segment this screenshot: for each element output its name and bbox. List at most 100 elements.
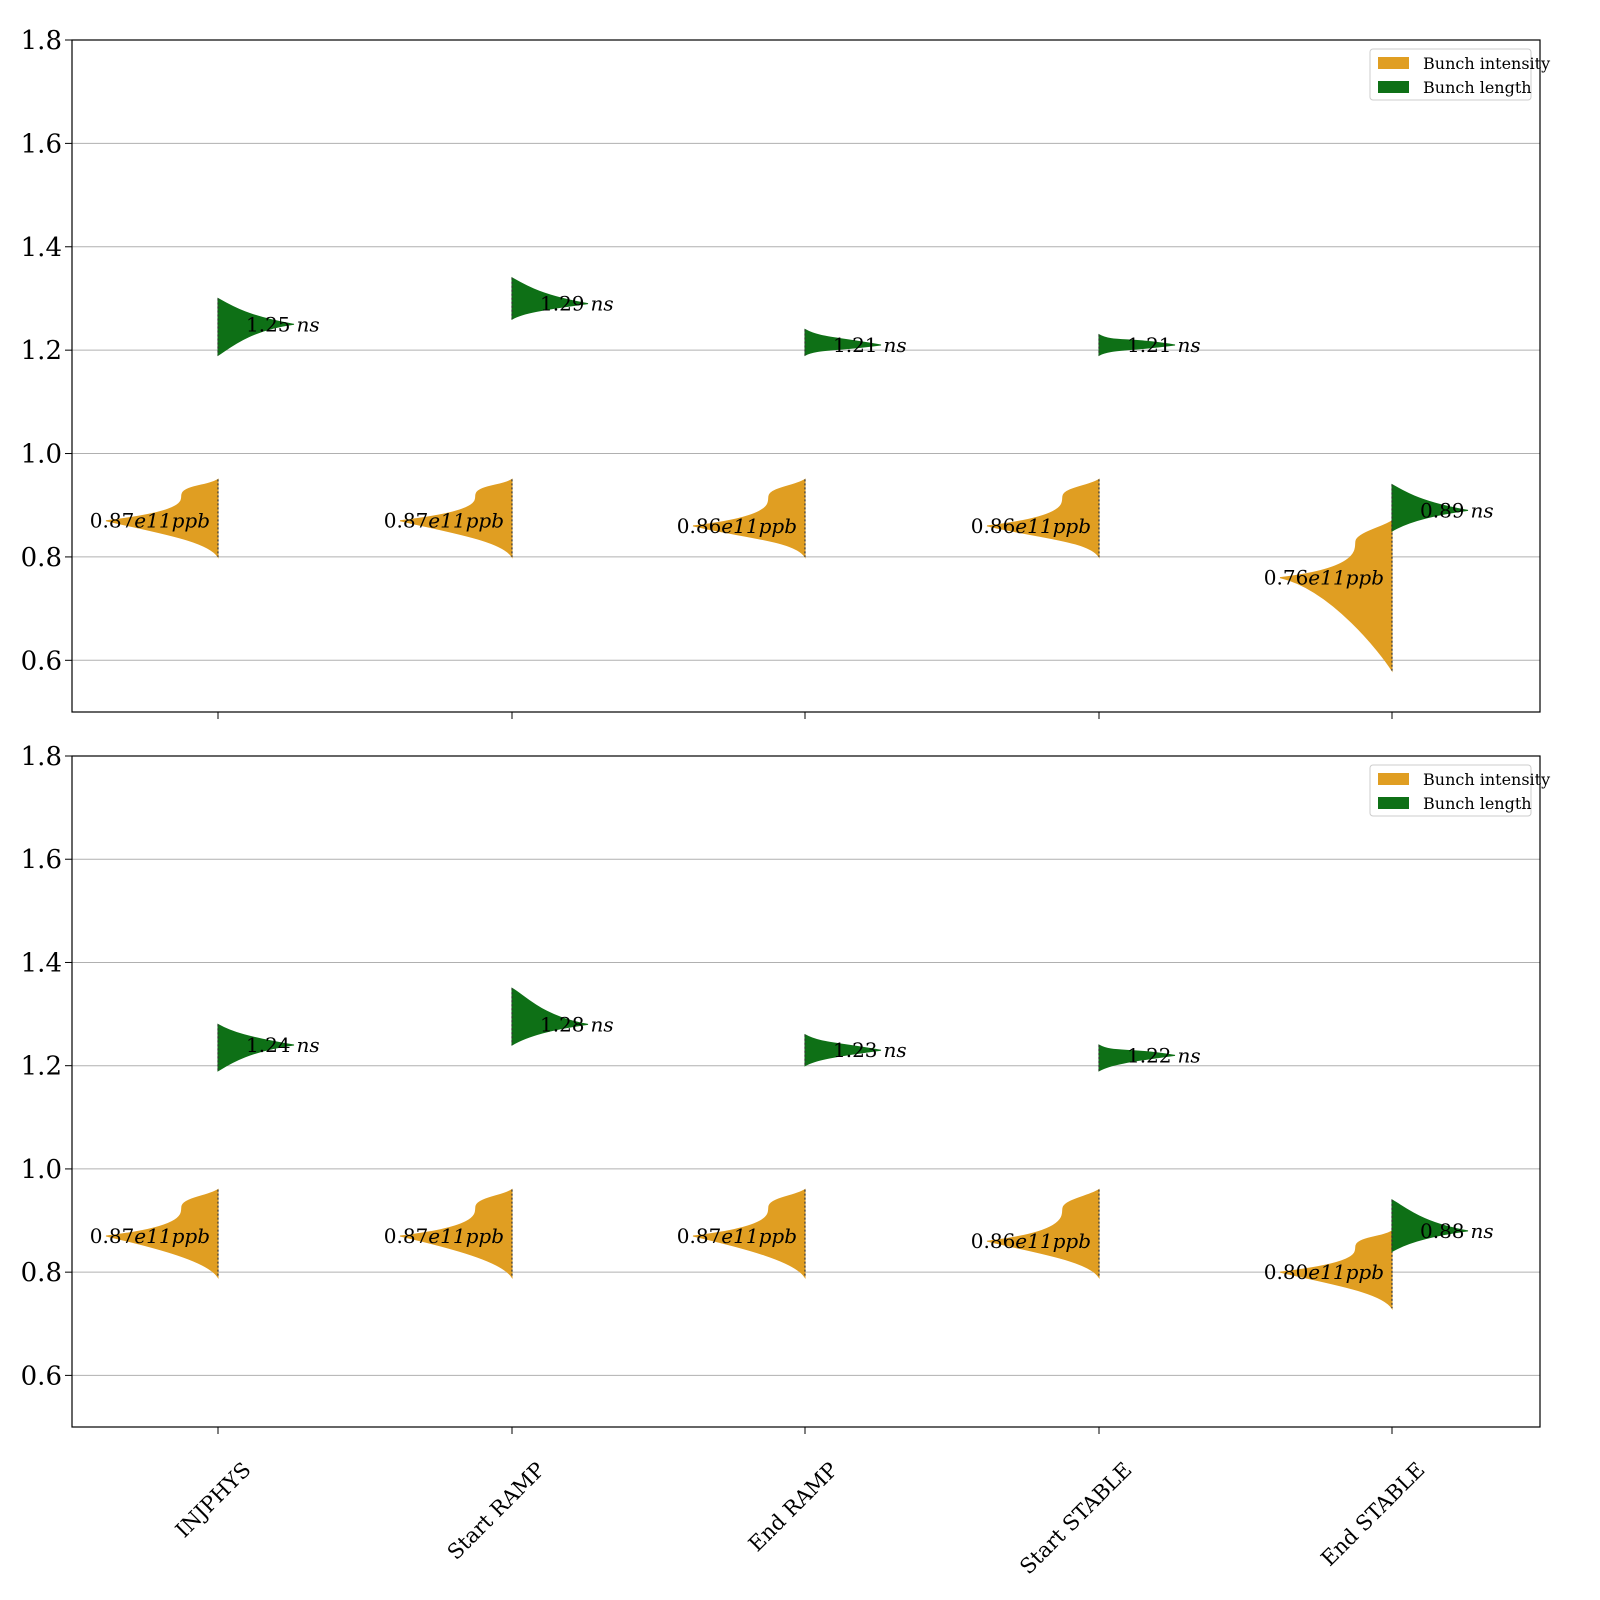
y-tick-label: 0.8 xyxy=(21,543,62,573)
intensity-violin-5 xyxy=(1279,1229,1393,1311)
label-value: 1.21 xyxy=(833,333,878,357)
length-label-1: 1.25 ns xyxy=(246,312,320,336)
length-label-4: 1.21 ns xyxy=(1127,333,1201,357)
label-unit: e11ppb xyxy=(1308,566,1384,590)
label-unit: ns xyxy=(591,292,614,316)
length-violin-5 xyxy=(1391,1199,1469,1253)
label-value: 0.87 xyxy=(677,1224,722,1248)
intensity-violin-3 xyxy=(692,478,806,559)
intensity-label-5: 0.76e11ppb xyxy=(1264,566,1384,590)
intensity-label-2: 0.87e11ppb xyxy=(384,1224,504,1248)
label-value: 1.28 xyxy=(540,1012,585,1036)
label-value: 0.87 xyxy=(384,1224,429,1248)
y-tick-label: 1.4 xyxy=(21,948,62,978)
intensity-label-4: 0.86e11ppb xyxy=(971,1229,1091,1253)
intensity-violin-4 xyxy=(986,1188,1100,1280)
legend-box xyxy=(1369,764,1532,817)
label-value: 1.29 xyxy=(540,292,585,316)
length-violin-3 xyxy=(804,328,882,357)
axes-frame xyxy=(71,39,1541,713)
y-tick-label: 1.8 xyxy=(21,742,62,772)
intensity-label-2: 0.87e11ppb xyxy=(384,509,504,533)
intensity-label-1: 0.87e11ppb xyxy=(90,509,210,533)
label-value: 1.24 xyxy=(246,1033,291,1057)
intensity-violin-1 xyxy=(105,1188,219,1280)
length-label-3: 1.23 ns xyxy=(833,1038,907,1062)
label-value: 0.89 xyxy=(1420,498,1465,522)
label-unit: e11ppb xyxy=(134,1224,210,1248)
legend-swatch-length xyxy=(1378,81,1409,93)
length-label-2: 1.28 ns xyxy=(540,1012,614,1036)
length-label-4: 1.22 ns xyxy=(1127,1043,1201,1067)
label-unit: ns xyxy=(1178,333,1201,357)
label-value: 0.87 xyxy=(90,509,135,533)
legend: Bunch intensity Bunch length xyxy=(1369,764,1550,817)
intensity-label-5: 0.80e11ppb xyxy=(1264,1260,1384,1284)
length-violin-1 xyxy=(217,297,295,357)
x-tick-label: Start RAMP xyxy=(443,1458,550,1565)
legend-label: Bunch length xyxy=(1423,78,1532,97)
label-value: 1.21 xyxy=(1127,333,1172,357)
label-value: 1.22 xyxy=(1127,1043,1172,1067)
intensity-violin-2 xyxy=(399,1188,513,1280)
label-unit: ns xyxy=(297,1033,320,1057)
y-tick-label: 1.2 xyxy=(21,336,62,366)
intensity-label-4: 0.86e11ppb xyxy=(971,514,1091,538)
intensity-violin-2 xyxy=(399,478,513,559)
label-value: 0.86 xyxy=(971,1229,1016,1253)
intensity-label-3: 0.87e11ppb xyxy=(677,1224,797,1248)
legend-label: Bunch length xyxy=(1423,794,1532,813)
intensity-label-3: 0.86e11ppb xyxy=(677,514,797,538)
legend: Bunch intensity Bunch length xyxy=(1369,48,1550,101)
label-value: 0.86 xyxy=(677,514,722,538)
intensity-violin-5 xyxy=(1279,519,1393,673)
y-tick-label: 0.6 xyxy=(21,1361,62,1391)
label-unit: e11ppb xyxy=(428,509,504,533)
label-unit: e11ppb xyxy=(134,509,210,533)
label-unit: ns xyxy=(1471,498,1494,522)
length-label-5: 0.89 ns xyxy=(1420,498,1494,522)
legend-swatch-length xyxy=(1378,797,1409,809)
label-value: 1.25 xyxy=(246,312,291,336)
length-label-5: 0.88 ns xyxy=(1420,1219,1494,1243)
length-violin-4 xyxy=(1098,333,1176,357)
label-value: 0.87 xyxy=(90,1224,135,1248)
y-tick-label: 1.2 xyxy=(21,1052,62,1082)
length-violin-1 xyxy=(217,1023,295,1072)
label-unit: ns xyxy=(884,333,907,357)
label-value: 0.88 xyxy=(1420,1219,1465,1243)
length-label-1: 1.24 ns xyxy=(246,1033,320,1057)
legend-swatch-intensity xyxy=(1378,57,1409,69)
y-tick-label: 0.6 xyxy=(21,646,62,676)
intensity-violin-3 xyxy=(692,1188,806,1280)
label-unit: e11ppb xyxy=(428,1224,504,1248)
label-unit: ns xyxy=(1178,1043,1201,1067)
y-tick-label: 1.0 xyxy=(21,1155,62,1185)
legend-box xyxy=(1369,48,1532,101)
y-tick-label: 1.6 xyxy=(21,845,62,875)
legend-label: Bunch intensity xyxy=(1423,770,1550,789)
y-tick-label: 1.8 xyxy=(21,26,62,56)
legend-label: Bunch intensity xyxy=(1423,54,1550,73)
label-value: 0.86 xyxy=(971,514,1016,538)
panel-2: 0.6 0.8 1.0 1.2 1.4 1.6 1.8 INJPHYS Start RAMP En… xyxy=(21,742,1551,1579)
label-value: 0.76 xyxy=(1264,566,1309,590)
length-violin-2 xyxy=(511,987,589,1046)
label-unit: e11ppb xyxy=(721,1224,797,1248)
label-unit: e11ppb xyxy=(721,514,797,538)
panel-1: 0.60.81.01.21.41.61.80.87e11ppb 0.87e11pp… xyxy=(21,26,1550,719)
x-tick-label: INJPHYS xyxy=(171,1458,256,1543)
intensity-label-1: 0.87e11ppb xyxy=(90,1224,210,1248)
label-value: 0.87 xyxy=(384,509,429,533)
y-tick-label: 1.0 xyxy=(21,440,62,470)
label-unit: ns xyxy=(1471,1219,1494,1243)
x-tick-label: End STABLE xyxy=(1316,1458,1429,1571)
x-tick-label: End RAMP xyxy=(744,1458,843,1557)
length-label-3: 1.21 ns xyxy=(833,333,907,357)
label-value: 1.23 xyxy=(833,1038,878,1062)
label-value: 0.80 xyxy=(1264,1260,1309,1284)
y-tick-label: 1.4 xyxy=(21,233,62,263)
length-violin-4 xyxy=(1098,1044,1176,1072)
label-unit: e11ppb xyxy=(1015,514,1091,538)
